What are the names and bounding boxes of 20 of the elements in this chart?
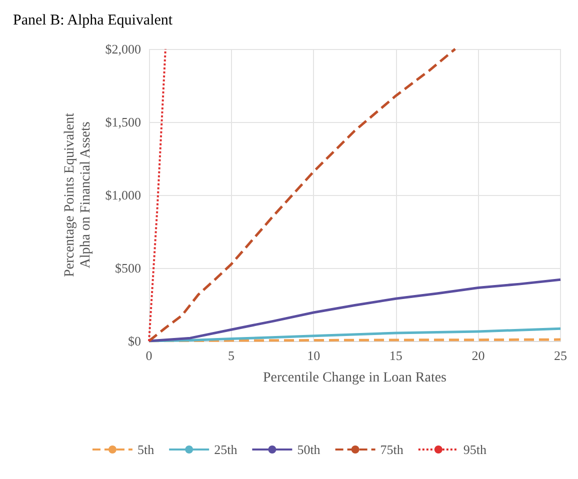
y-tick-label: $2,000 [105, 42, 141, 56]
legend-label: 25th [214, 442, 238, 457]
y-tick-label: $1,000 [105, 188, 141, 202]
legend-label: 95th [463, 442, 488, 457]
x-tick-label: 10 [307, 348, 320, 363]
x-tick-label: 0 [146, 348, 152, 363]
line-series [148, 278, 562, 342]
legend-label: 50th [297, 442, 321, 457]
x-tick-label: 5 [228, 348, 235, 363]
y-tick-label: $1,500 [105, 114, 141, 130]
x-axis-title: Percentile Change in Loan Rates [263, 370, 446, 386]
x-tick-label: 20 [472, 348, 485, 363]
chart-title: Panel B: Alpha Equivalent [13, 12, 174, 28]
y-axis-title: Percentage Points Equivalent Alpha on Financial Assets [62, 112, 94, 278]
legend-label: 5th [137, 442, 155, 457]
x-tick-label: 25 [554, 348, 567, 363]
legend-label: 75th [380, 442, 404, 457]
y-tick-label: $0 [128, 334, 141, 348]
x-tick-label: 15 [389, 348, 402, 363]
y-tick-label: $500 [115, 260, 141, 276]
